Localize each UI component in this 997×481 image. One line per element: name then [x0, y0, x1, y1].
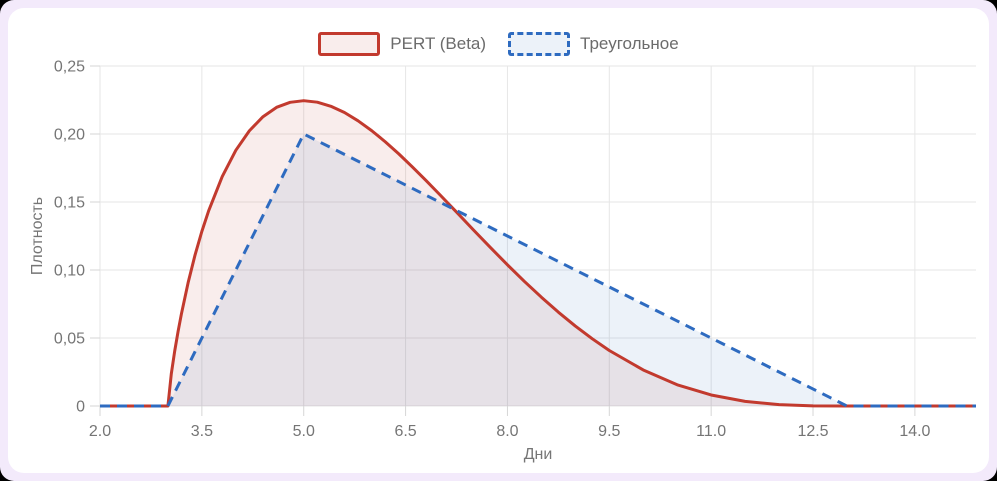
y-tick-label: 0,15 [54, 195, 85, 212]
x-tick-label: 8.0 [496, 423, 518, 440]
triangular-line [100, 132, 976, 408]
chart-legend: PERT (Beta) Треугольное [8, 32, 989, 56]
legend-item-triangular[interactable]: Треугольное [508, 32, 679, 56]
chart-canvas: 2.0 3.5 5.0 6.5 8.0 9.5 11.0 12.5 14.0 0 0,05 0,10 0… [54, 59, 976, 440]
x-axis-title: Дни [523, 446, 553, 463]
x-tick-label: 9.5 [598, 423, 620, 440]
x-tick-label: 6.5 [394, 423, 416, 440]
x-tick-label: 2.0 [89, 423, 111, 440]
y-axis-title: Плотность [29, 196, 46, 276]
x-tick-label: 3.5 [191, 423, 213, 440]
pert-legend-label: PERT (Beta) [390, 34, 487, 53]
x-tick-label: 5.0 [293, 423, 315, 440]
triangular-legend-label: Треугольное [580, 34, 679, 53]
x-tick-label: 11.0 [696, 423, 726, 440]
pert-line [100, 99, 976, 408]
x-tick-label: 14.0 [899, 423, 930, 440]
triangular-legend-swatch [508, 32, 571, 56]
x-tick-label: 12.5 [797, 423, 828, 440]
legend-item-pert[interactable]: PERT (Beta) [318, 32, 486, 56]
y-tick-label: 0,25 [54, 59, 85, 76]
pert-fill [100, 100, 976, 407]
y-tick-label: 0,10 [54, 263, 85, 280]
y-tick-label: 0,05 [54, 331, 85, 348]
y-tick-label: 0,20 [54, 127, 85, 144]
y-tick-label: 0 [76, 399, 85, 416]
chart-card: 2.0 3.5 5.0 6.5 8.0 9.5 11.0 12.5 14.0 0 0,05 0,10 0… [8, 8, 989, 473]
pert-legend-swatch [318, 32, 381, 56]
triangular-fill [100, 134, 976, 406]
